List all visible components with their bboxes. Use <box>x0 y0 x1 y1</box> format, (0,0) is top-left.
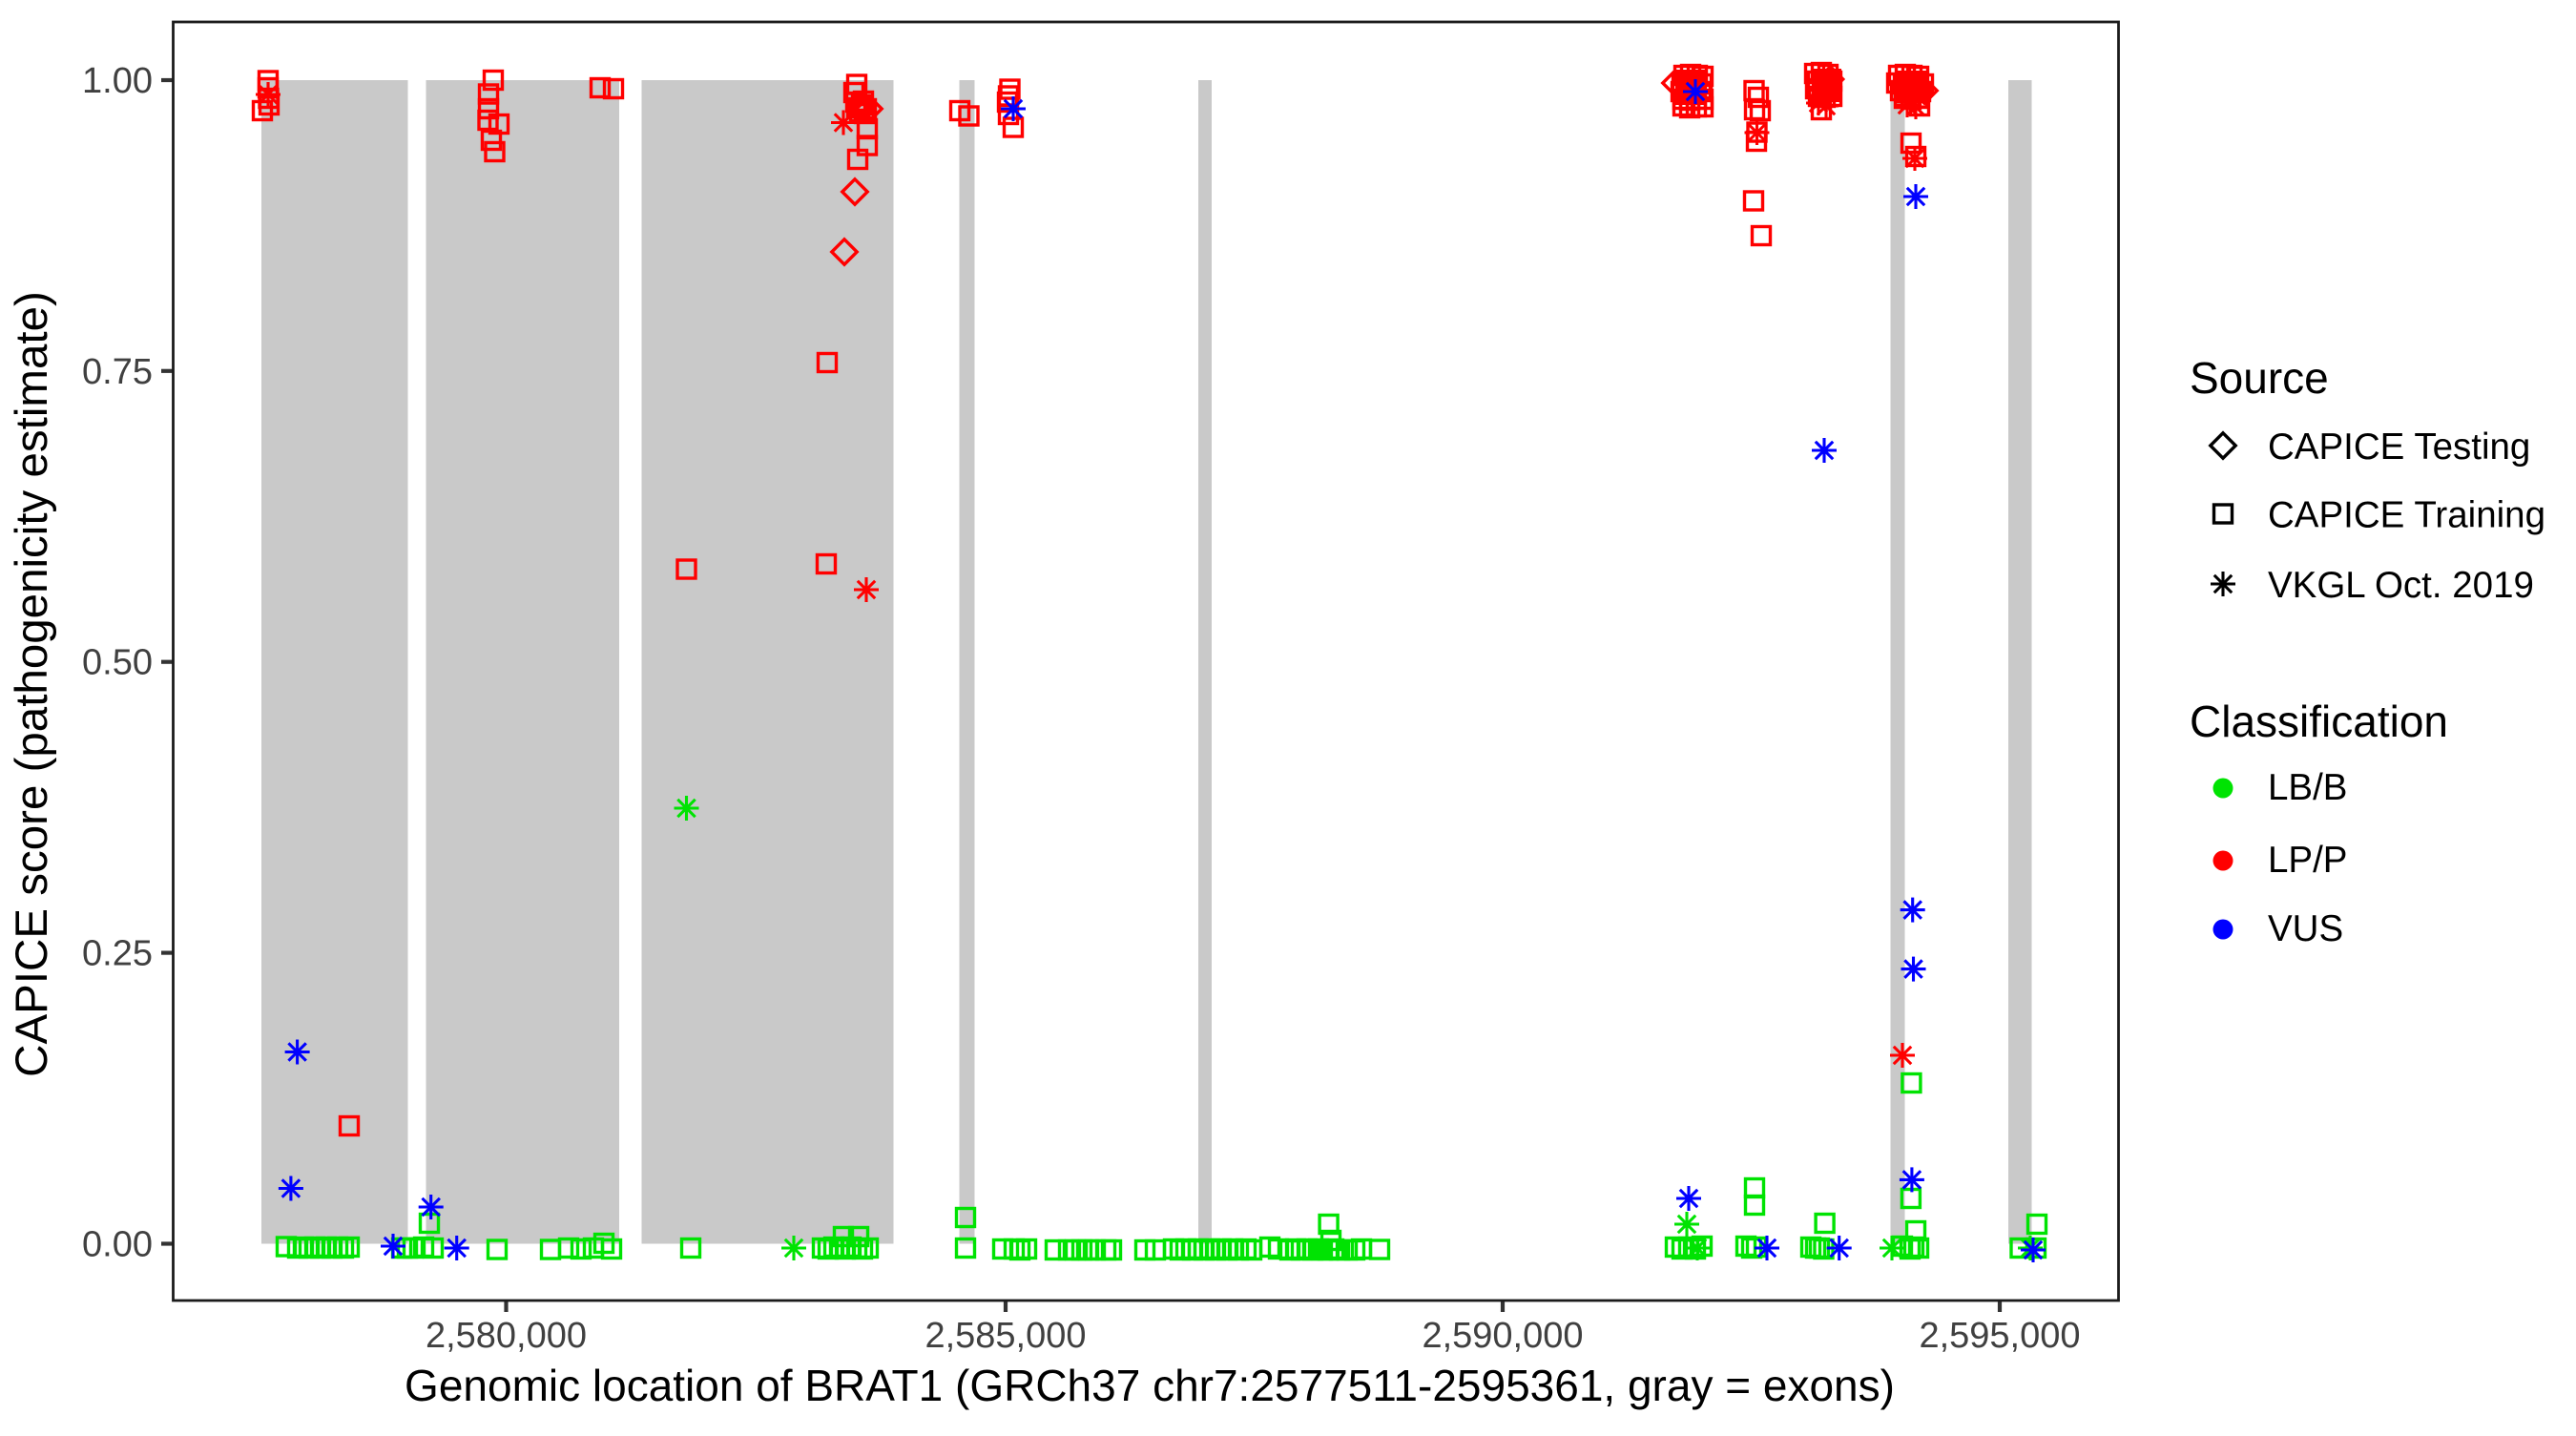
svg-text:CAPICE Testing: CAPICE Testing <box>2268 427 2530 468</box>
svg-text:0.75: 0.75 <box>82 352 153 392</box>
svg-text:LB/B: LB/B <box>2268 767 2347 808</box>
svg-text:2,595,000: 2,595,000 <box>1919 1316 2080 1356</box>
svg-text:Source: Source <box>2190 353 2329 403</box>
svg-text:CAPICE Training: CAPICE Training <box>2268 495 2545 536</box>
svg-text:Classification: Classification <box>2190 697 2448 746</box>
svg-text:2,585,000: 2,585,000 <box>924 1316 1086 1356</box>
svg-text:0.50: 0.50 <box>82 643 153 683</box>
svg-text:0.25: 0.25 <box>82 934 153 974</box>
svg-text:VKGL Oct. 2019: VKGL Oct. 2019 <box>2268 565 2534 606</box>
svg-text:VUS: VUS <box>2268 908 2343 949</box>
svg-text:LP/P: LP/P <box>2268 840 2347 881</box>
svg-text:1.00: 1.00 <box>82 61 153 101</box>
svg-text:0.00: 0.00 <box>82 1225 153 1265</box>
svg-text:Genomic location of BRAT1 (GRC: Genomic location of BRAT1 (GRCh37 chr7:2… <box>405 1361 1895 1410</box>
svg-text:2,580,000: 2,580,000 <box>426 1316 587 1356</box>
svg-text:CAPICE score (pathogenicity es: CAPICE score (pathogenicity estimate) <box>7 291 57 1077</box>
svg-text:2,590,000: 2,590,000 <box>1422 1316 1583 1356</box>
